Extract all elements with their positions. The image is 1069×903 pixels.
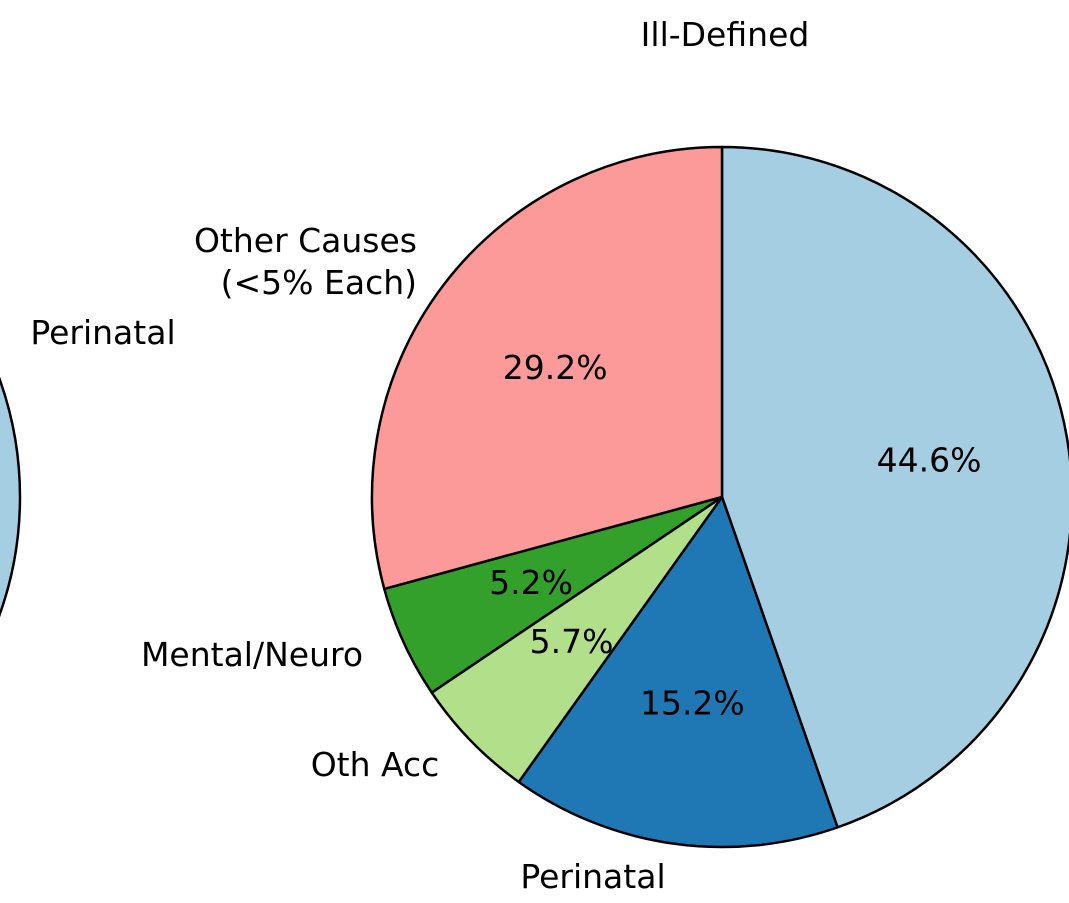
- value-label: 44.6%: [877, 440, 982, 479]
- slice-label: Ill-Defined: [640, 15, 810, 54]
- pie-slice: [517, 495, 839, 849]
- pie-slice: [370, 145, 724, 591]
- value-label: 29.2%: [503, 348, 608, 387]
- value-label: 5.2%: [489, 563, 573, 602]
- slice-label: Mental/Neuro: [140, 635, 364, 674]
- slice-label: Oth Acc: [310, 745, 440, 784]
- left-pie-label: Perinatal: [30, 313, 176, 352]
- pie-slice: [430, 495, 724, 784]
- slice-label: Perinatal: [520, 857, 666, 896]
- slice-label: Other Causes (<5% Each): [193, 221, 417, 302]
- value-label: 5.7%: [530, 622, 614, 661]
- value-label: 15.2%: [640, 683, 745, 722]
- pie-slice: [720, 145, 1069, 829]
- left-pie-fragment: [0, 376, 22, 618]
